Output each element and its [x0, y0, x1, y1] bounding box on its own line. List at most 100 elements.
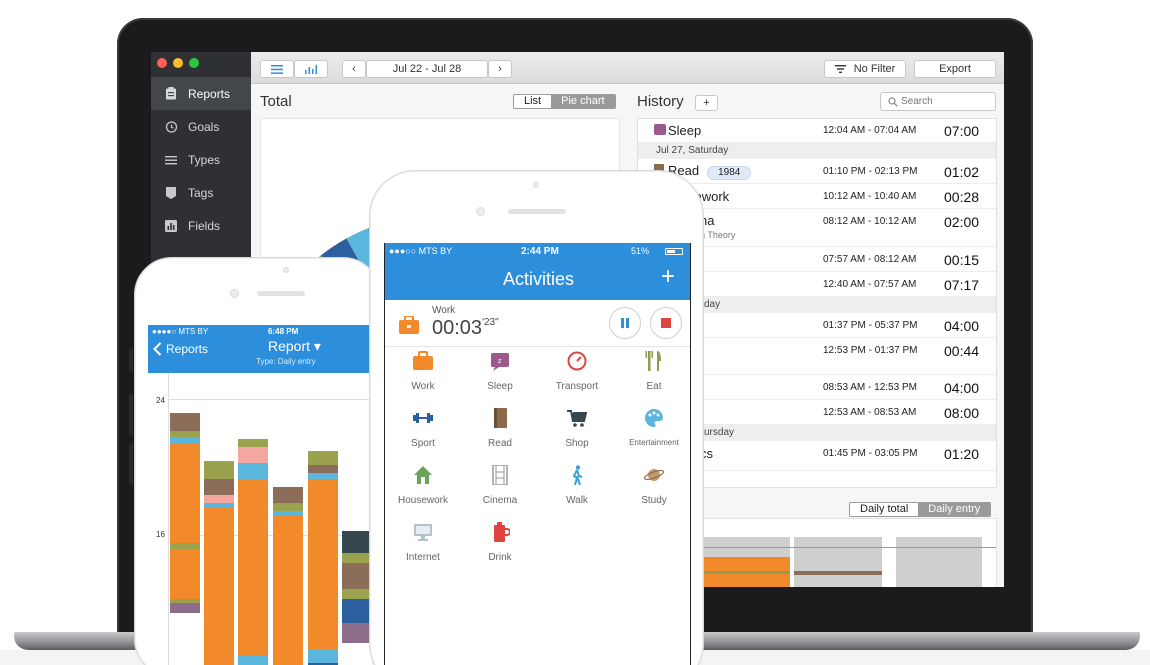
history-date-header: day [638, 297, 996, 313]
search-input[interactable] [901, 94, 991, 109]
phone-camera [283, 267, 289, 273]
dumbbell-icon [413, 413, 433, 423]
list-tab[interactable]: List [514, 95, 552, 108]
date-range-label[interactable]: Jul 22 - Jul 28 [366, 60, 488, 78]
history-row[interactable]: 12:53 AM - 08:53 AM 08:00 [638, 400, 996, 425]
activity-drink[interactable]: Drink [462, 518, 538, 574]
activity-housework[interactable]: Housework [385, 461, 461, 517]
stacked-bar[interactable] [238, 373, 268, 665]
activity-read[interactable]: Read [462, 404, 538, 460]
status-time: 6:48 PM [268, 327, 299, 336]
history-title: History [637, 93, 684, 110]
current-activity-bar[interactable]: Work 00:03'23" [385, 300, 690, 347]
tag-badge[interactable]: 1984 [707, 166, 752, 180]
history-row[interactable]: 12:40 AM - 07:57 AM 07:17 [638, 272, 996, 297]
sidebar-item-goals[interactable]: Goals [151, 110, 251, 143]
bar-segment [170, 413, 200, 431]
filter-icon [834, 65, 846, 73]
stacked-bar[interactable] [204, 373, 234, 665]
phone-side-button [129, 394, 133, 436]
activity-study[interactable]: Study [616, 461, 690, 517]
bar-segment [308, 465, 338, 473]
house-icon [414, 466, 432, 484]
stacked-bar[interactable] [170, 373, 200, 665]
back-button[interactable]: Reports [153, 342, 208, 356]
activity-grid: Work z Sleep Transport Eat Sport [385, 347, 690, 637]
activity-cinema[interactable]: Cinema [462, 461, 538, 517]
activity-shop[interactable]: Shop [539, 404, 615, 460]
activity-internet[interactable]: Internet [385, 518, 461, 574]
activity-entertainment[interactable]: Entertainment [616, 404, 690, 460]
book-icon [494, 408, 507, 428]
elapsed-time: 00:03'23" [432, 317, 499, 339]
history-row[interactable]: na g Theory 08:12 AM - 10:12 AM 02:00 [638, 209, 996, 247]
report-title[interactable]: Report ▾ [268, 338, 321, 354]
planet-icon [644, 469, 664, 481]
activity-eat[interactable]: Eat [616, 347, 690, 403]
stacked-bar[interactable] [342, 373, 372, 665]
daily-entry-tab[interactable]: Daily entry [918, 503, 991, 516]
phone-front-camera [230, 289, 239, 298]
stacked-bar[interactable] [273, 373, 303, 665]
previous-week-button[interactable]: ‹ [342, 60, 366, 78]
y-tick-label: 24 [156, 396, 165, 405]
stop-button[interactable] [650, 307, 682, 339]
activity-walk[interactable]: Walk [539, 461, 615, 517]
bar-segment [273, 503, 303, 511]
activity-sport[interactable]: Sport [385, 404, 461, 460]
next-week-button[interactable]: › [488, 60, 512, 78]
bar-segment [308, 451, 338, 465]
close-window-button[interactable] [157, 58, 167, 68]
sidebar-item-tags[interactable]: Tags [151, 176, 251, 209]
film-icon [492, 465, 508, 485]
report-screen: ●●●●○ MTS BY 6:48 PM Reports Report ▾ Ty… [148, 325, 372, 665]
history-row[interactable]: 12:53 PM - 01:37 PM 00:44 [638, 338, 996, 375]
history-row-comment: g Theory [700, 230, 736, 240]
history-row[interactable]: 07:57 AM - 08:12 AM 00:15 [638, 247, 996, 272]
pause-button[interactable] [609, 307, 641, 339]
bar-segment [238, 463, 268, 479]
history-row[interactable]: Read 1984 01:10 PM - 02:13 PM 01:02 [638, 159, 996, 184]
monitor-icon [414, 524, 432, 541]
phone-center: ●●●○○ MTS BY 2:44 PM 51% Activities + Wo… [369, 170, 704, 665]
stacked-bar[interactable] [308, 373, 338, 665]
zoom-window-button[interactable] [189, 58, 199, 68]
add-activity-button[interactable]: + [661, 263, 676, 290]
add-entry-button[interactable]: + [695, 95, 718, 111]
activity-work[interactable]: Work [385, 347, 461, 403]
activity-sleep[interactable]: z Sleep [462, 347, 538, 403]
history-row[interactable]: 08:53 AM - 12:53 PM 04:00 [638, 375, 996, 400]
list-icon [271, 64, 283, 74]
export-button[interactable]: Export [914, 60, 996, 78]
bar-segment [170, 549, 200, 599]
bar-segment [170, 443, 200, 543]
total-title: Total [260, 93, 292, 110]
bar-segment [204, 479, 234, 495]
sidebar-item-reports[interactable]: Reports [151, 77, 251, 110]
pie-chart-tab[interactable]: Pie chart [551, 95, 615, 108]
minimize-window-button[interactable] [173, 58, 183, 68]
filter-button[interactable]: No Filter [824, 60, 906, 78]
pause-icon [621, 318, 629, 328]
bar-segment [342, 553, 372, 563]
sidebar-item-fields[interactable]: Fields [151, 209, 251, 242]
history-row[interactable]: Sleep 12:04 AM - 07:04 AM 07:00 [638, 119, 996, 143]
report-subtitle: Type: Daily entry [256, 357, 316, 366]
list-view-button[interactable] [260, 60, 294, 78]
phone-speaker [257, 291, 305, 296]
battery-percent: 51% [631, 246, 650, 256]
bar-segment [238, 609, 268, 655]
mini-bar [896, 537, 982, 587]
history-row-duration: 02:00 [944, 214, 980, 230]
phone-side-button [129, 443, 133, 485]
activity-transport[interactable]: Transport [539, 347, 615, 403]
daily-total-tab[interactable]: Daily total [850, 503, 919, 516]
history-row[interactable]: 01:37 PM - 05:37 PM 04:00 [638, 313, 996, 338]
battery-icon [665, 248, 683, 255]
bar-segment [308, 649, 338, 663]
briefcase-icon [399, 316, 419, 334]
chart-view-button[interactable] [294, 60, 328, 78]
history-search-field[interactable] [880, 92, 996, 111]
sidebar-item-types[interactable]: Types [151, 143, 251, 176]
